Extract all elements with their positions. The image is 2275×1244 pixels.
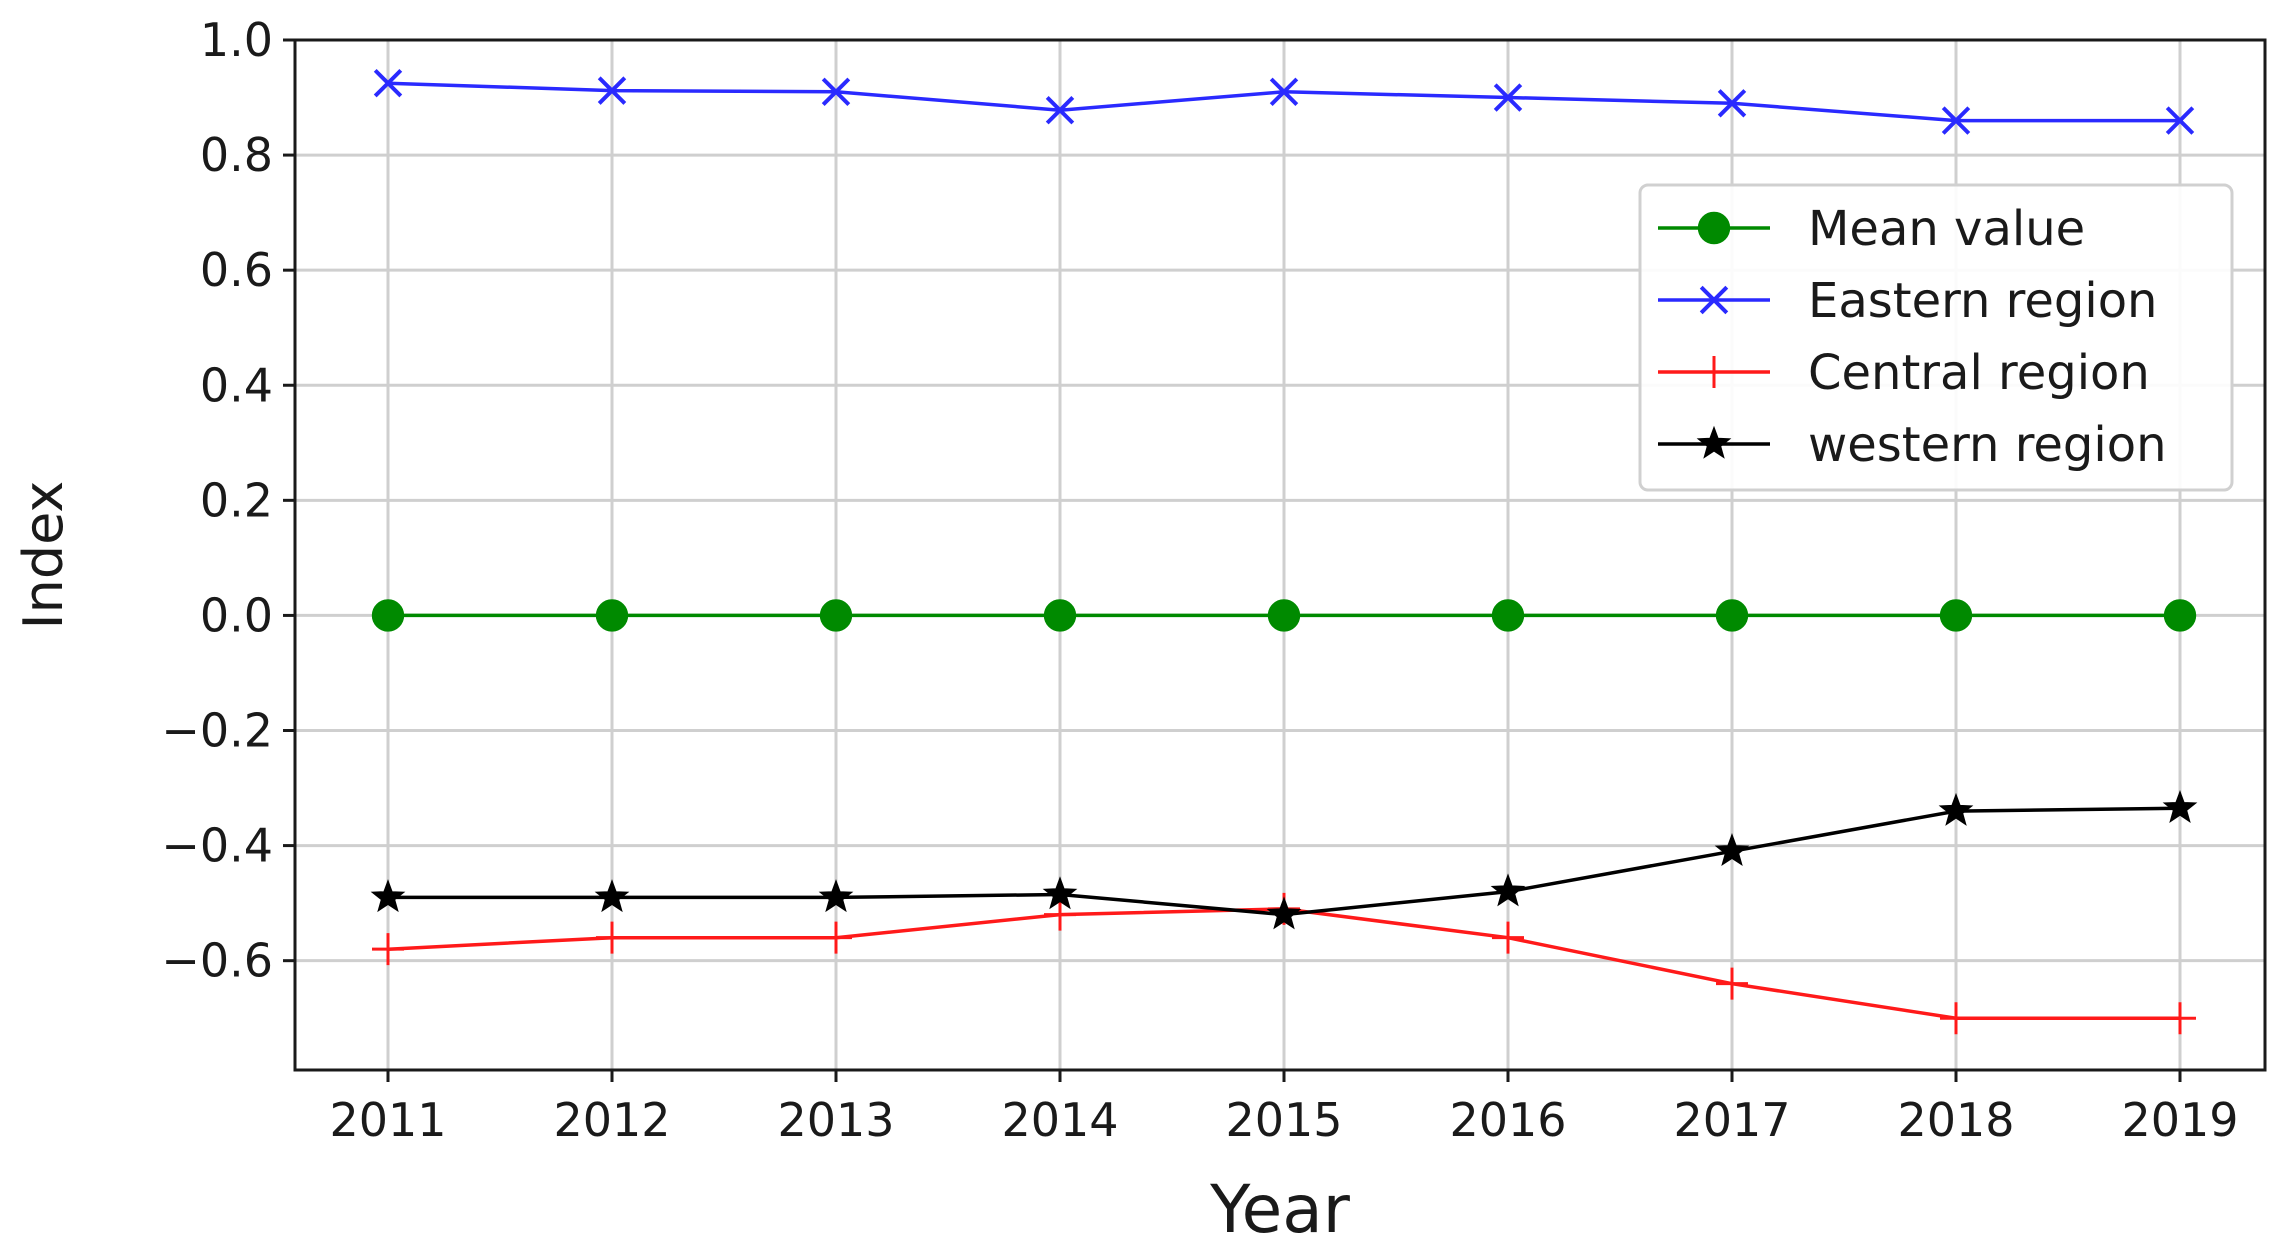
legend-item: Mean value (1658, 201, 2085, 257)
data-point-marker (1938, 792, 1974, 826)
data-point-marker (1043, 599, 1077, 632)
data-point-marker (595, 599, 629, 632)
data-point-marker (821, 77, 851, 107)
data-point-marker (2162, 789, 2198, 823)
x-tick-label: 2013 (777, 1093, 894, 1147)
data-point-marker (371, 599, 405, 632)
data-point-marker (1717, 89, 1747, 118)
x-axis-ticks: 2011 2012 2013 2014 2015 2016 2017 2018 2019 (329, 1070, 2239, 1147)
data-point-marker (1490, 873, 1526, 907)
x-tick-label: 2011 (329, 1093, 446, 1147)
y-tick-label: 1.0 (200, 13, 273, 67)
data-point-marker (594, 879, 630, 913)
y-tick-label: −0.2 (161, 704, 273, 758)
data-point-marker (1939, 599, 1973, 632)
data-point-marker (1698, 356, 1730, 388)
legend-item: western region (1658, 417, 2167, 473)
legend-label: Mean value (1808, 201, 2085, 257)
plot-frame (293, 38, 2267, 1072)
data-point-marker (370, 879, 406, 913)
data-point-marker (373, 68, 403, 98)
y-axis-ticks: 1.0 0.8 0.6 0.4 0.2 0.0 −0.2 −0.4 −0.6 (161, 13, 295, 988)
data-point-marker (1267, 599, 1301, 632)
legend-label: Eastern region (1808, 273, 2157, 329)
data-point-marker (2164, 1002, 2196, 1035)
series-mean-value (371, 599, 2197, 632)
data-point-marker (1492, 921, 1524, 954)
data-point-marker (1042, 876, 1078, 910)
y-tick-label: 0.6 (200, 243, 273, 297)
series-western-region (370, 789, 2198, 930)
legend-label: Central region (1808, 345, 2150, 401)
x-tick-label: 2012 (553, 1093, 670, 1147)
legend-label: western region (1808, 417, 2167, 473)
y-tick-label: 0.8 (200, 128, 273, 182)
data-point-marker (1715, 599, 1749, 632)
legend-item: Eastern region (1658, 273, 2157, 329)
legend-item: Central region (1658, 345, 2150, 401)
legend-box (1638, 183, 2234, 492)
data-point-marker (1045, 95, 1075, 125)
y-tick-label: 0.2 (200, 473, 273, 527)
data-point-marker (1269, 77, 1299, 107)
data-point-marker (1697, 211, 1731, 245)
data-point-marker (1941, 106, 1971, 135)
x-tick-label: 2015 (1225, 1093, 1342, 1147)
y-axis-title: Index (12, 481, 75, 630)
data-point-marker (372, 933, 404, 966)
data-point-marker (1493, 83, 1523, 112)
x-tick-label: 2018 (1897, 1093, 2014, 1147)
data-point-marker (597, 76, 627, 105)
data-point-marker (1266, 896, 1302, 930)
data-point-marker (2163, 599, 2197, 632)
y-tick-label: −0.6 (161, 934, 273, 988)
data-point-marker (2165, 106, 2195, 135)
x-axis-title: Year (1209, 1171, 1351, 1244)
legend: Mean value Eastern region Central region we… (1638, 183, 2234, 492)
data-point-marker (819, 599, 853, 632)
data-point-marker (1716, 967, 1748, 1000)
y-tick-label: −0.4 (161, 819, 273, 873)
data-point-marker (1491, 599, 1525, 632)
data-point-marker (1044, 898, 1076, 931)
data-point-marker (1696, 425, 1732, 459)
y-tick-label: 0.0 (200, 588, 273, 642)
data-point-marker (1940, 1002, 1972, 1035)
x-tick-label: 2016 (1449, 1093, 1566, 1147)
x-tick-label: 2017 (1673, 1093, 1790, 1147)
data-point-marker (1699, 285, 1729, 315)
x-tick-label: 2014 (1001, 1093, 1118, 1147)
x-tick-label: 2019 (2121, 1093, 2238, 1147)
data-point-marker (818, 879, 854, 913)
data-point-marker (820, 921, 852, 954)
y-tick-label: 0.4 (200, 358, 273, 412)
data-point-marker (1714, 833, 1750, 867)
series-eastern-region (373, 68, 2195, 135)
data-point-marker (596, 921, 628, 954)
series-layer (370, 68, 2198, 1035)
